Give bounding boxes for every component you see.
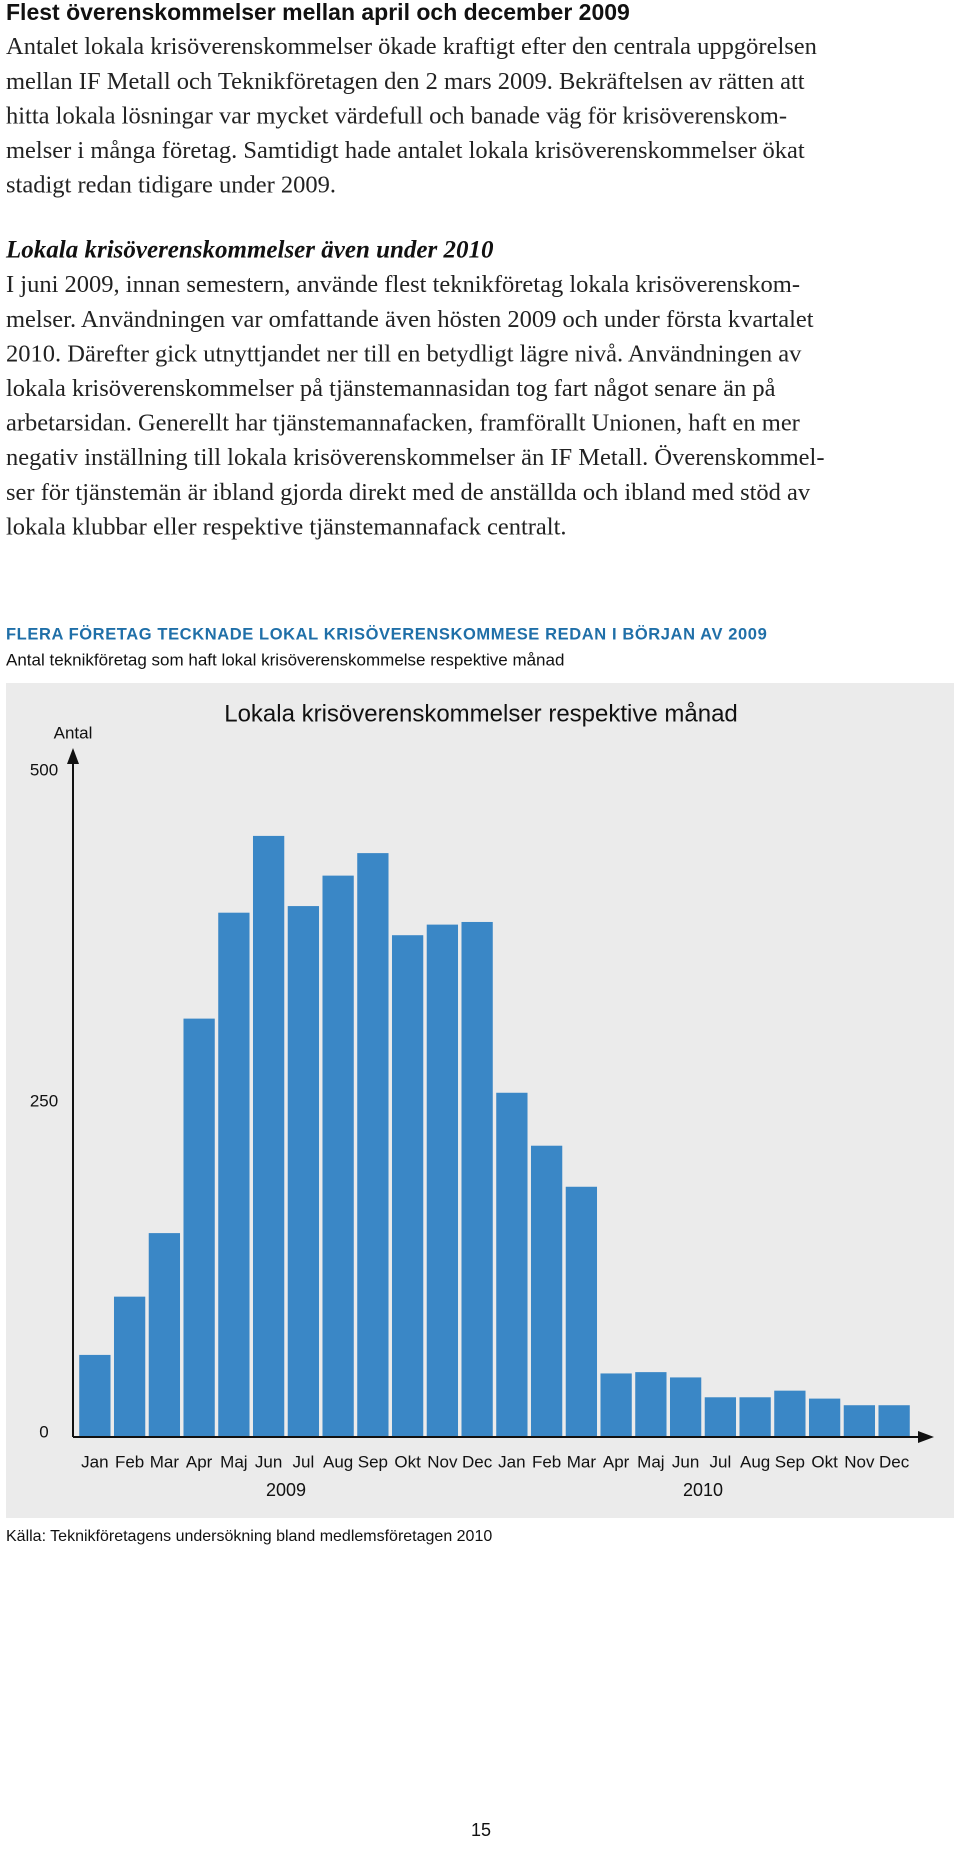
x-tick-label: Nov bbox=[844, 1452, 875, 1471]
body-line: negativ inställning till lokala krisöver… bbox=[6, 444, 825, 471]
bar bbox=[669, 1377, 702, 1437]
year-label: 2009 bbox=[266, 1480, 306, 1500]
bar bbox=[252, 835, 285, 1437]
x-tick-label: Jun bbox=[255, 1452, 282, 1471]
bar bbox=[635, 1372, 667, 1437]
body-line: stadigt redan tidigare under 2009. bbox=[6, 172, 336, 199]
bar bbox=[600, 1373, 632, 1437]
chart-title: Lokala krisöverenskommelser respektive m… bbox=[224, 700, 738, 727]
y-tick-label: 250 bbox=[30, 1091, 58, 1110]
x-tick-label: Nov bbox=[427, 1452, 458, 1471]
page-number: 15 bbox=[471, 1820, 491, 1840]
body-line: mellan IF Metall och Teknikföretagen den… bbox=[6, 68, 805, 95]
x-tick-label: Jul bbox=[293, 1452, 315, 1471]
x-tick-label: Jan bbox=[81, 1452, 108, 1471]
x-tick-label: Apr bbox=[603, 1452, 630, 1471]
x-tick-label: Maj bbox=[637, 1452, 664, 1471]
body-line: arbetarsidan. Generellt har tjänstemanna… bbox=[6, 410, 800, 437]
bar bbox=[774, 1390, 806, 1437]
bar bbox=[426, 924, 459, 1437]
x-tick-label: Apr bbox=[186, 1452, 213, 1471]
body-line: melser i många företag. Samtidigt hade a… bbox=[6, 137, 805, 164]
y-axis-arrow bbox=[67, 748, 79, 764]
x-tick-label: Jan bbox=[498, 1452, 525, 1471]
bar bbox=[843, 1405, 876, 1437]
y-tick-label: 0 bbox=[39, 1422, 48, 1441]
body-line: I juni 2009, innan semestern, använde fl… bbox=[6, 271, 800, 298]
x-tick-label: Sep bbox=[358, 1452, 388, 1471]
figure-heading: FLERA FÖRETAG TECKNADE LOKAL KRISÖVERENS… bbox=[6, 624, 767, 643]
y-axis-label: Antal bbox=[54, 723, 93, 742]
bar bbox=[148, 1233, 181, 1437]
x-tick-label: Jun bbox=[672, 1452, 699, 1471]
body-line: ser för tjänstemän är ibland gjorda dire… bbox=[6, 479, 811, 506]
body-line: melser. Användningen var omfattande även… bbox=[6, 306, 814, 333]
bar bbox=[739, 1397, 771, 1437]
bar bbox=[183, 1018, 215, 1437]
bar bbox=[218, 912, 250, 1437]
section-heading: Lokala krisöverenskommelser även under 2… bbox=[5, 237, 494, 264]
figure-subheading: Antal teknikföretag som haft lokal krisö… bbox=[6, 650, 564, 669]
bar bbox=[79, 1354, 111, 1437]
x-tick-label: Feb bbox=[532, 1452, 561, 1471]
body-line: 2010. Därefter gick utnyttjandet ner til… bbox=[6, 340, 802, 367]
x-tick-label: Jul bbox=[710, 1452, 732, 1471]
bar bbox=[704, 1397, 737, 1437]
bar bbox=[357, 853, 389, 1437]
x-tick-label: Feb bbox=[115, 1452, 144, 1471]
bar bbox=[878, 1405, 910, 1437]
source: Källa: Teknikföretagens undersökning bla… bbox=[6, 1528, 492, 1545]
x-tick-label: Dec bbox=[879, 1452, 910, 1471]
bar bbox=[322, 875, 354, 1437]
x-tick-label: Aug bbox=[323, 1452, 353, 1471]
x-tick-label: Okt bbox=[394, 1452, 421, 1471]
y-tick-label: 500 bbox=[30, 760, 58, 779]
body-line: lokala krisöverenskommelser på tjänstema… bbox=[6, 375, 776, 402]
x-tick-label: Aug bbox=[740, 1452, 770, 1471]
bar bbox=[391, 935, 424, 1437]
x-tick-label: Dec bbox=[462, 1452, 493, 1471]
bar bbox=[530, 1145, 563, 1437]
bar bbox=[113, 1296, 146, 1437]
bar bbox=[287, 906, 320, 1437]
body-line: Antalet lokala krisöverenskommelser ökad… bbox=[6, 33, 817, 60]
x-tick-label: Mar bbox=[150, 1452, 180, 1471]
bar bbox=[565, 1186, 598, 1437]
x-tick-label: Mar bbox=[567, 1452, 597, 1471]
x-tick-label: Maj bbox=[220, 1452, 247, 1471]
bar bbox=[808, 1398, 841, 1437]
section-heading: Flest överenskommelser mellan april och … bbox=[6, 0, 630, 25]
x-tick-label: Okt bbox=[811, 1452, 838, 1471]
body-line: lokala klubbar eller respektive tjänstem… bbox=[6, 513, 567, 540]
bar bbox=[461, 921, 493, 1437]
year-label: 2010 bbox=[683, 1480, 723, 1500]
body-line: hitta lokala lösningar var mycket värdef… bbox=[6, 102, 787, 129]
x-axis-arrow bbox=[918, 1431, 934, 1443]
x-tick-label: Sep bbox=[775, 1452, 805, 1471]
bar bbox=[496, 1092, 528, 1437]
